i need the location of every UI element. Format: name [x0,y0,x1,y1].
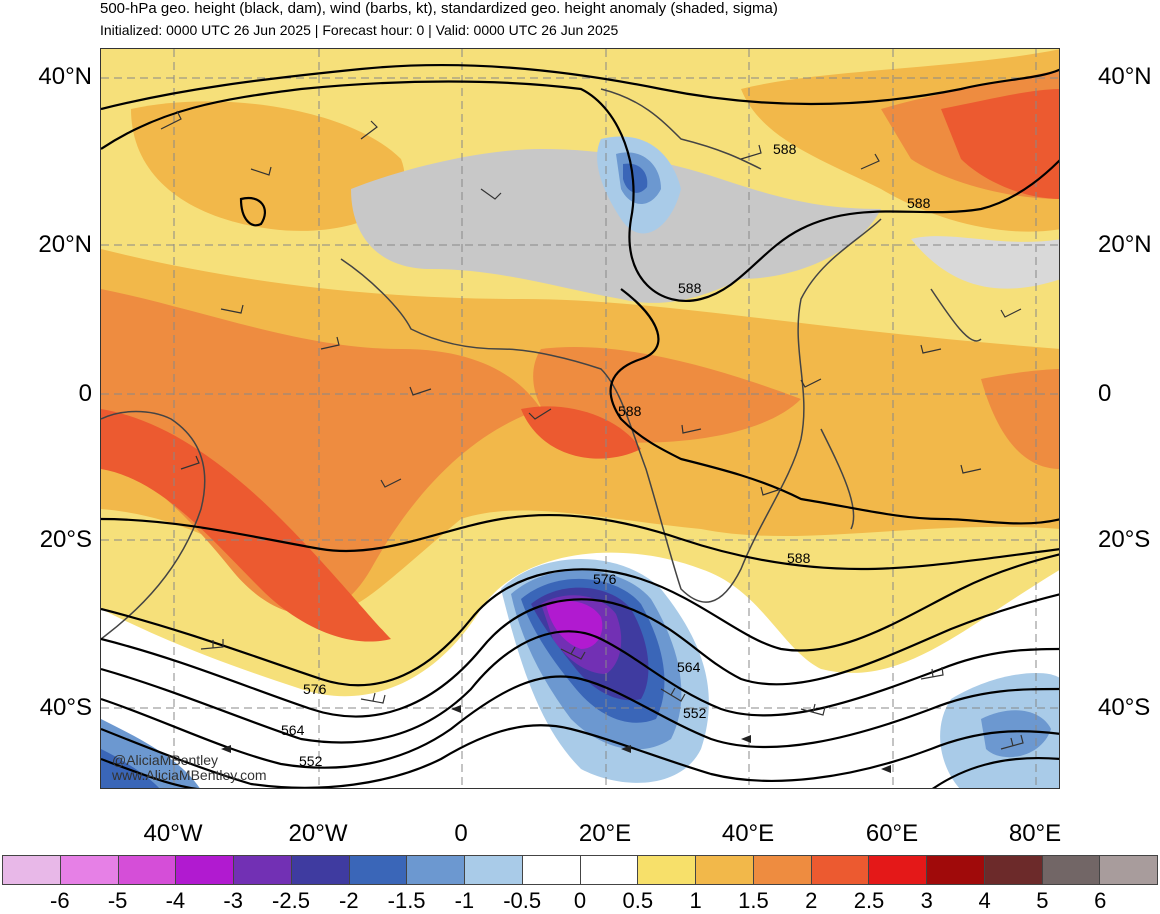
anomaly-map-graphic [101,49,1059,788]
colorbar-tick-label: -6 [50,888,70,913]
colorbar-cell [118,856,177,884]
colorbar-cell [522,856,581,884]
colorbar-cell [811,856,870,884]
colorbar-tick-label: -2 [339,888,359,913]
contour-label: 564 [677,659,701,675]
contour-label: 588 [907,195,931,211]
lat-label-right: 20°S [1098,526,1151,553]
colorbar-tick-label: 2.5 [853,888,885,913]
colorbar-tick-label: 1.5 [738,888,769,913]
colorbar-tick-label: 6 [1094,888,1107,913]
lat-label-left: 40°S [39,694,92,721]
colorbar-tick-label: 0.5 [622,888,654,913]
colorbar-cell [580,856,639,884]
credit-website: www.AliciaMBentley.com [112,767,267,783]
credit-handle: @AliciaMBentley [112,752,219,768]
colorbar-tick-label: 4 [978,888,991,913]
contour-label: 576 [593,571,617,587]
lat-label-left: 40°N [38,63,92,90]
colorbar-tick-label: 5 [1036,888,1049,913]
map-subtitle: Initialized: 0000 UTC 26 Jun 2025 | Fore… [100,22,619,38]
colorbar-cell [291,856,350,884]
lat-label-left: 20°N [38,231,92,258]
contour-label: 564 [281,722,305,738]
colorbar-tick-label: -4 [165,888,186,913]
lat-label-right: 20°N [1098,231,1152,258]
lat-label-right: 40°S [1098,694,1151,721]
colorbar-tick-label: 1 [689,888,702,913]
colorbar-cell [869,856,927,884]
contour-label: 588 [678,280,702,296]
contour-label: 588 [787,550,811,566]
colorbar-labels: -6 -5 -4 -3 -2.5 -2 -1.5 -1 -0.5 0 0.5 1 1.5 2 2.5 3 4 5 6 [0,888,1160,913]
map-panel: 588 588 588 588 588 576 564 552 576 564 … [100,48,1060,789]
colorbar-tick-label: -2.5 [272,888,310,913]
colorbar-cell [60,856,119,884]
contour-label: 552 [299,753,323,769]
lon-label: 60°E [865,820,919,847]
colorbar-tick-label: -3 [223,888,243,913]
lat-label-left: 0 [78,380,92,407]
colorbar-tick-label: -0.5 [503,888,542,913]
contour-label: 552 [683,705,707,721]
colorbar-cell [234,856,292,884]
lon-label: 40°W [143,820,203,847]
colorbar-cell [407,856,465,884]
colorbar-cell [1042,856,1101,884]
colorbar [2,855,1158,885]
contour-label: 588 [618,403,642,419]
contour-label: 588 [773,141,797,157]
lon-label: 20°W [288,820,348,847]
colorbar-cell [349,856,408,884]
lat-label-right: 0 [1098,380,1112,407]
map-title: 500-hPa geo. height (black, dam), wind (… [100,0,778,17]
lon-label: 20°E [578,820,632,847]
colorbar-tick-label: -1 [454,888,475,913]
colorbar-cell [465,856,523,884]
lat-label-left: 20°S [39,526,92,553]
colorbar-cell [1100,856,1157,884]
colorbar-tick-label: -1.5 [387,888,426,913]
lat-label-right: 40°N [1098,63,1152,90]
contour-label: 576 [303,681,327,697]
colorbar-cell [638,856,696,884]
colorbar-cell [176,856,234,884]
colorbar-tick-label: 0 [573,888,587,913]
colorbar-tick-label: 3 [920,888,933,913]
colorbar-cell [927,856,985,884]
colorbar-tick-label: -5 [107,888,128,913]
lon-label: 80°E [1008,820,1062,847]
colorbar-cell [3,856,61,884]
colorbar-cell [753,856,812,884]
lon-label: 40°E [721,820,775,847]
colorbar-tick-label: 2 [805,888,818,913]
colorbar-cell [984,856,1043,884]
lon-label: 0 [454,820,468,847]
colorbar-cell [696,856,754,884]
